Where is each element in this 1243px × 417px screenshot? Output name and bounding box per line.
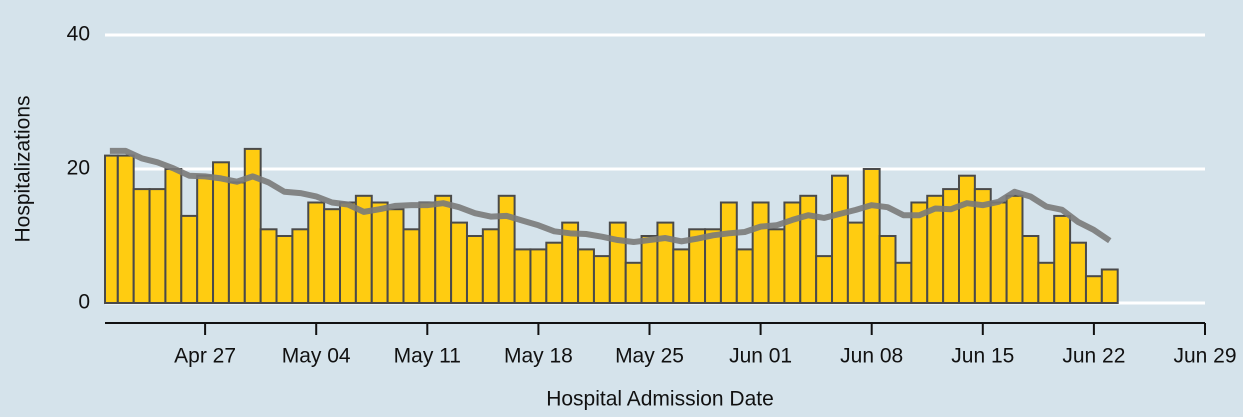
bar bbox=[1069, 241, 1087, 304]
bar bbox=[577, 248, 595, 304]
bar bbox=[672, 248, 691, 304]
bar bbox=[640, 235, 659, 304]
bar bbox=[259, 228, 278, 304]
bar bbox=[989, 201, 1008, 304]
bar bbox=[291, 228, 310, 304]
bar bbox=[196, 174, 215, 304]
x-axis-title: Hospital Admission Date bbox=[546, 388, 774, 411]
bar bbox=[1053, 214, 1072, 304]
bar bbox=[275, 235, 294, 304]
moving-average-line bbox=[109, 147, 1112, 246]
x-tick-label: May 04 bbox=[282, 345, 351, 368]
bar bbox=[862, 168, 881, 304]
bar bbox=[339, 201, 357, 304]
bar bbox=[529, 248, 548, 304]
bar bbox=[386, 208, 405, 304]
bar bbox=[418, 201, 437, 304]
y-axis-title: Hospitalizations bbox=[12, 95, 35, 242]
y-tick-label: 0 bbox=[78, 291, 90, 314]
x-tick-label: May 11 bbox=[394, 345, 461, 368]
bar bbox=[767, 228, 786, 304]
bar bbox=[180, 214, 199, 304]
bar bbox=[735, 248, 754, 304]
bar bbox=[450, 221, 468, 305]
bar bbox=[1100, 268, 1119, 304]
x-tick-label: Jun 15 bbox=[951, 345, 1014, 368]
bar bbox=[704, 228, 722, 304]
bar bbox=[608, 221, 627, 305]
bar bbox=[402, 228, 421, 304]
bar bbox=[1005, 194, 1024, 304]
bar bbox=[878, 235, 897, 304]
bar bbox=[323, 208, 342, 304]
bar bbox=[132, 188, 151, 305]
x-tick-label: May 18 bbox=[504, 345, 573, 368]
x-tick-label: Jun 22 bbox=[1062, 345, 1125, 368]
bar bbox=[894, 261, 913, 304]
bar bbox=[497, 194, 516, 304]
bar bbox=[370, 201, 389, 304]
x-tick-label: May 25 bbox=[615, 345, 684, 368]
x-tick-label: Jun 08 bbox=[840, 345, 903, 368]
bar bbox=[307, 201, 326, 304]
bar bbox=[434, 194, 453, 304]
bar bbox=[624, 261, 643, 304]
bar bbox=[465, 235, 484, 304]
x-tick-label: Apr 27 bbox=[174, 345, 236, 368]
bar bbox=[481, 228, 500, 304]
bar bbox=[957, 174, 976, 304]
bar bbox=[513, 248, 532, 304]
x-tick-label: Jun 29 bbox=[1173, 345, 1236, 368]
bar bbox=[545, 241, 564, 304]
bar bbox=[1084, 275, 1103, 305]
bar bbox=[831, 174, 849, 304]
bar bbox=[846, 221, 865, 305]
bar bbox=[164, 168, 183, 304]
bar bbox=[815, 255, 834, 305]
y-tick-label: 20 bbox=[67, 157, 90, 180]
bar bbox=[212, 161, 230, 304]
bar bbox=[104, 154, 119, 304]
bar bbox=[1021, 235, 1040, 304]
bar bbox=[592, 255, 611, 305]
bar bbox=[656, 221, 675, 305]
bar bbox=[1037, 261, 1056, 304]
x-tick-label: Jun 01 bbox=[729, 345, 792, 368]
bar bbox=[799, 194, 818, 304]
bar bbox=[227, 181, 246, 304]
bar bbox=[116, 154, 135, 304]
y-tick-label: 40 bbox=[67, 23, 90, 46]
bar bbox=[751, 201, 770, 304]
bar bbox=[243, 147, 262, 304]
bar bbox=[148, 188, 167, 305]
bar bbox=[719, 201, 738, 304]
